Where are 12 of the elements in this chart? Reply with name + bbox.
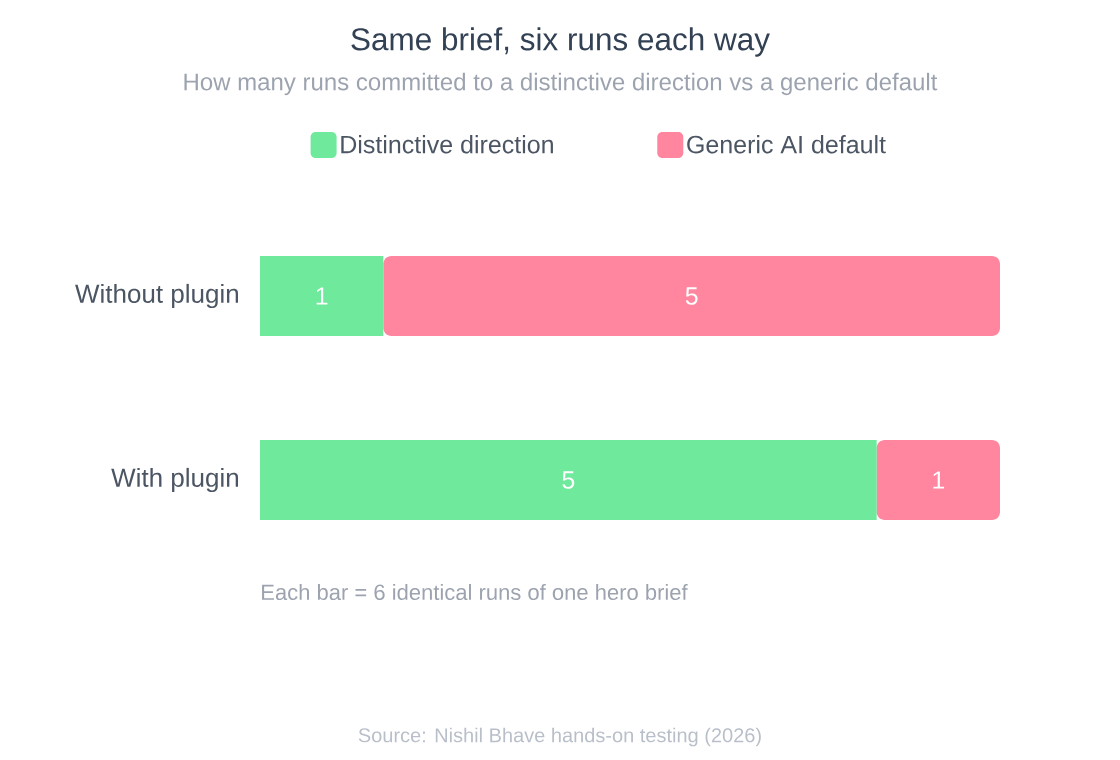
chart-subtitle: How many runs committed to a distinctive direction vs a generic default <box>184 72 938 96</box>
text: Each bar = 6 identical runs of one hero brief <box>262 583 688 601</box>
data-label: 5 <box>685 287 698 305</box>
data-label: 5 <box>562 471 575 489</box>
legend-label: Distinctive direction <box>341 135 553 154</box>
source-note: Source: Nishil Bhave hands-on testing (2026) <box>358 727 761 747</box>
y-tick-label: Without plugin <box>75 283 238 309</box>
data-label: 1 <box>316 287 328 305</box>
legend-label: Generic AI default <box>687 135 886 154</box>
y-tick-label: With plugin <box>111 467 239 493</box>
chart-title: Same brief, six runs each way <box>351 27 770 57</box>
data-label: 1 <box>933 471 945 489</box>
